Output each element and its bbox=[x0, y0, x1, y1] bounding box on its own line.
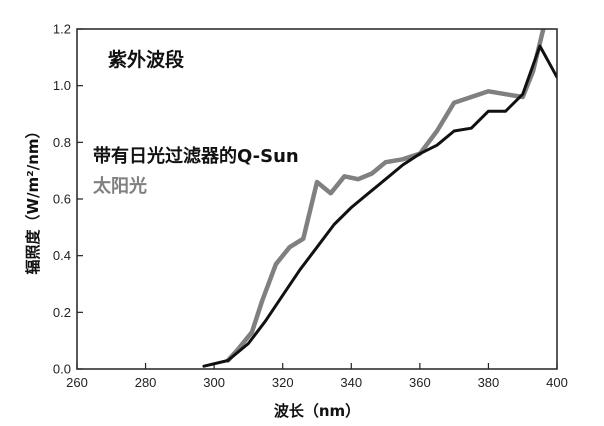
y-tick-label: 0.4 bbox=[53, 248, 71, 263]
x-tick-label: 300 bbox=[203, 375, 225, 390]
x-tick-label: 280 bbox=[135, 375, 157, 390]
y-tick-label: 0.6 bbox=[53, 192, 71, 207]
series-line-sunlight bbox=[225, 29, 546, 363]
y-tick-label: 0.8 bbox=[53, 135, 71, 150]
x-tick-label: 360 bbox=[409, 375, 431, 390]
lines-layer bbox=[202, 29, 557, 368]
x-axis-title: 波长（nm） bbox=[274, 402, 360, 420]
y-axis-title: 辐照度（W/m²/nm） bbox=[24, 123, 42, 274]
ticks-layer: 260 280 300 320 340 360 380 400 0.0 0.2 0.4 0.6 0.8 1… bbox=[53, 22, 568, 391]
x-tick-label: 340 bbox=[340, 375, 362, 390]
legend-label-qsun: 带有日光过滤器的Q-Sun bbox=[93, 145, 299, 167]
annotation-uv-band: 紫外波段 bbox=[108, 48, 185, 71]
y-tick-label: 1.0 bbox=[53, 78, 71, 93]
y-tick-label: 0.0 bbox=[53, 362, 71, 377]
x-tick-label: 380 bbox=[478, 375, 500, 390]
legend-label-sunlight: 太阳光 bbox=[93, 175, 147, 197]
plot-frame bbox=[76, 28, 558, 370]
y-tick-label: 1.2 bbox=[53, 22, 71, 37]
series-line-qsun bbox=[202, 44, 557, 368]
y-tick-label: 0.2 bbox=[53, 305, 71, 320]
x-tick-label: 320 bbox=[272, 375, 294, 390]
x-tick-label: 400 bbox=[546, 375, 568, 390]
x-tick-label: 260 bbox=[66, 375, 88, 390]
